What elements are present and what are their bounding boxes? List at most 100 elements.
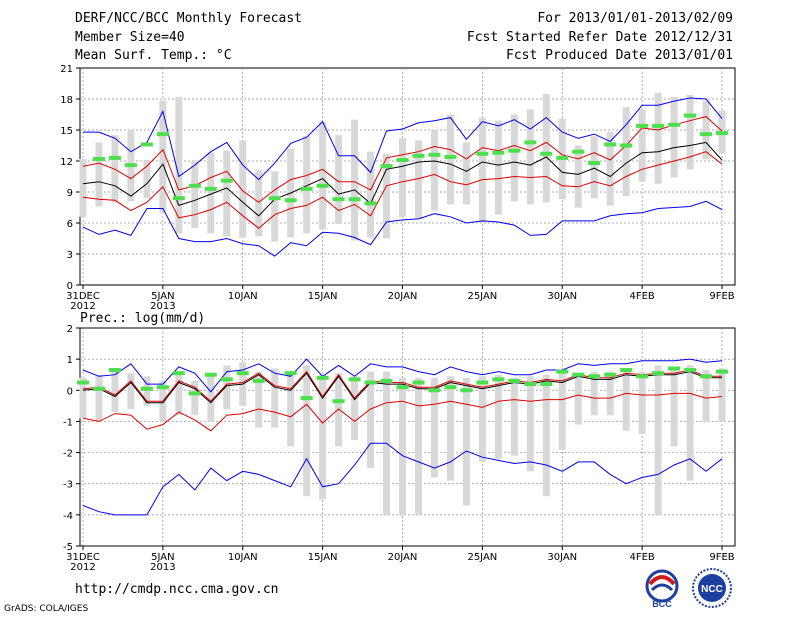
temp-observed-mark [588, 161, 601, 166]
temp-range-box [255, 170, 263, 237]
prec-range-box [175, 373, 183, 416]
temp-range-box [574, 145, 582, 208]
temp-range-box [319, 121, 327, 230]
temp-ytick-label: 21 [60, 64, 73, 75]
temp-range-box [478, 117, 486, 223]
prec-ytick-label: -1 [63, 417, 73, 428]
prec-observed-mark [236, 371, 249, 376]
prec-range-box [622, 368, 630, 431]
temp-observed-mark [108, 155, 121, 160]
temp-observed-mark [364, 201, 377, 206]
prec-range-box [111, 371, 119, 413]
prec-range-box [686, 365, 694, 481]
temp-xtick-label: 25JAN [467, 291, 497, 302]
prec-line-ensemble-min [82, 442, 723, 516]
prec-observed-mark [556, 369, 569, 374]
temp-observed-mark [284, 198, 297, 203]
prec-observed-mark [316, 375, 329, 380]
prec-xtick-label: 5JAN [151, 552, 174, 563]
prec-range-box [127, 373, 135, 409]
temp-ytick-label: 18 [60, 95, 73, 106]
prec-observed-mark [188, 391, 201, 396]
prec-observed-mark [284, 371, 297, 376]
temp-observed-mark [476, 151, 489, 156]
temp-range-box [462, 142, 470, 205]
source-url[interactable]: http://cmdp.ncc.cma.gov.cn [75, 582, 279, 597]
prec-observed-mark [332, 399, 345, 404]
prec-range-box [143, 376, 151, 406]
temp-range-box [510, 114, 518, 202]
prec-ytick-label: -2 [63, 449, 73, 460]
temp-observed-mark [620, 143, 633, 148]
temp-range-box [606, 132, 614, 206]
chart-title: DERF/NCC/BCC Monthly Forecast [75, 11, 302, 26]
prec-observed-mark [588, 374, 601, 379]
temp-observed-mark [652, 123, 665, 128]
prec-observed-mark [652, 371, 665, 376]
temp-range-box [383, 153, 391, 239]
temp-observed-mark [268, 196, 281, 201]
temp-observed-mark [524, 140, 537, 145]
temp-xtick-year: 2012 [70, 301, 95, 312]
temp-observed-mark [92, 156, 105, 161]
prec-range-box [462, 377, 470, 506]
temp-range-box [686, 94, 694, 170]
prec-observed-mark [508, 378, 521, 383]
temp-observed-mark [124, 163, 137, 168]
temp-xtick-label: 20JAN [388, 291, 418, 302]
temp-range-box [590, 136, 598, 199]
temp-range-box [367, 151, 375, 238]
temp-ytick-label: 12 [60, 157, 73, 168]
temp-observed-mark [700, 132, 713, 137]
temp-range-box [159, 101, 167, 213]
temp-observed-mark [140, 142, 153, 147]
temp-range-box [191, 161, 199, 229]
prec-xtick-label: 30JAN [547, 552, 577, 563]
temp-range-box [414, 140, 422, 219]
prec-observed-mark [77, 380, 89, 385]
prec-line-ensemble-mean [82, 371, 722, 404]
prec-ytick-label: 0 [67, 386, 73, 397]
prec-range-box [414, 377, 422, 515]
prec-ytick-label: -4 [63, 511, 73, 522]
prec-observed-mark [492, 377, 505, 382]
temp-range-box [79, 158, 87, 217]
temp-observed-mark [396, 157, 409, 162]
temp-range-box [494, 120, 502, 215]
prec-range-box [303, 365, 311, 497]
prec-xtick-year: 2013 [150, 562, 175, 573]
temp-observed-mark [332, 197, 345, 202]
prec-observed-mark [396, 385, 409, 390]
temp-observed-mark [492, 150, 505, 155]
temp-line-ensemble-max [83, 97, 723, 181]
variable-label: Mean Surf. Temp.: °C [75, 48, 232, 63]
prec-xtick-label: 31DEC [66, 552, 100, 563]
prec-plot-frame [79, 327, 736, 547]
prec-observed-mark [412, 380, 425, 385]
prec-ytick-label: -3 [63, 480, 73, 491]
temp-line-ensemble-mean [82, 141, 723, 217]
prec-range-box [430, 377, 438, 478]
temp-range-box [207, 152, 215, 234]
prec-range-box [670, 368, 678, 447]
prec-xtick-year: 2012 [70, 562, 95, 573]
prec-xtick-label: 25JAN [467, 552, 497, 563]
prec-observed-mark [364, 380, 377, 385]
prec-range-box [399, 377, 406, 515]
temp-observed-mark [316, 183, 329, 188]
temp-xtick-year: 2013 [150, 301, 175, 312]
prec-line-mean-sd [82, 392, 723, 432]
prec-range-box [95, 374, 103, 422]
prec-range-box [223, 365, 231, 409]
temp-observed-mark [188, 183, 201, 188]
temp-range-box [95, 142, 103, 207]
temp-observed-mark [684, 113, 697, 118]
prec-range-box [255, 371, 263, 428]
prec-observed-mark [700, 374, 713, 379]
prec-observed-mark [716, 369, 728, 374]
temp-observed-mark [716, 131, 728, 136]
bcc-logo: BCC [645, 569, 679, 609]
temp-range-box [654, 92, 662, 184]
bcc-logo-text: BCC [652, 599, 672, 609]
